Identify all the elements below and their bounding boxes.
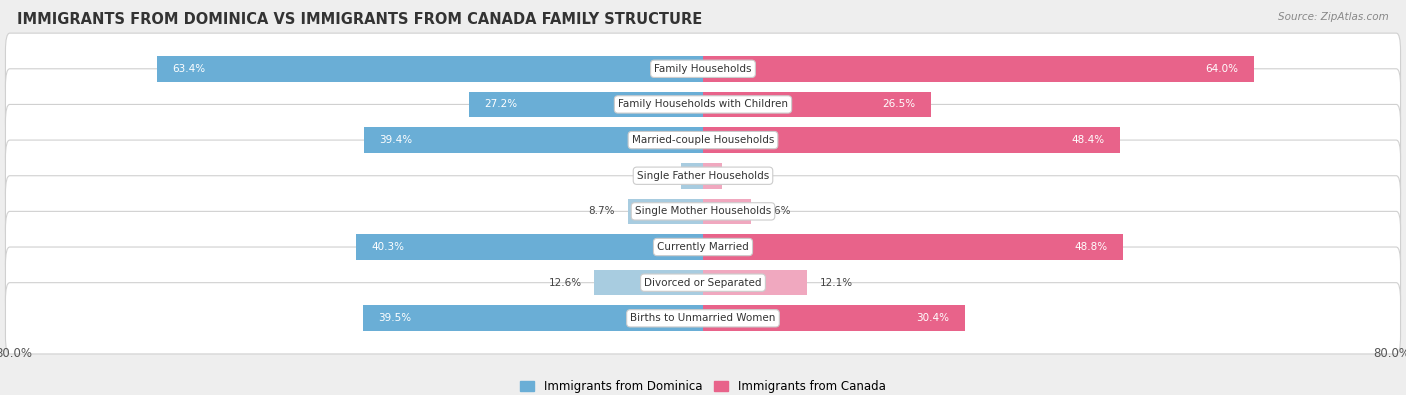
Bar xyxy=(703,305,965,331)
FancyBboxPatch shape xyxy=(6,104,1400,176)
FancyBboxPatch shape xyxy=(6,176,1400,247)
FancyBboxPatch shape xyxy=(6,140,1400,211)
Bar xyxy=(703,92,931,117)
Text: 2.5%: 2.5% xyxy=(643,171,669,181)
Bar xyxy=(703,127,1119,153)
Text: Single Mother Households: Single Mother Households xyxy=(636,206,770,216)
Bar xyxy=(468,92,703,117)
Bar xyxy=(628,199,703,224)
Text: 12.6%: 12.6% xyxy=(548,278,582,288)
Text: Married-couple Households: Married-couple Households xyxy=(631,135,775,145)
Text: 26.5%: 26.5% xyxy=(883,100,915,109)
FancyBboxPatch shape xyxy=(6,69,1400,140)
FancyBboxPatch shape xyxy=(6,33,1400,104)
Bar xyxy=(356,234,703,260)
Bar xyxy=(364,127,703,153)
Bar xyxy=(703,270,807,295)
Text: 12.1%: 12.1% xyxy=(820,278,853,288)
Text: 64.0%: 64.0% xyxy=(1206,64,1239,74)
Text: Single Father Households: Single Father Households xyxy=(637,171,769,181)
Text: Births to Unmarried Women: Births to Unmarried Women xyxy=(630,313,776,324)
Bar xyxy=(703,234,1123,260)
Bar xyxy=(595,270,703,295)
Legend: Immigrants from Dominica, Immigrants from Canada: Immigrants from Dominica, Immigrants fro… xyxy=(516,376,890,395)
Bar xyxy=(703,56,1254,82)
Bar xyxy=(363,305,703,331)
Text: Source: ZipAtlas.com: Source: ZipAtlas.com xyxy=(1278,12,1389,22)
Text: Family Households: Family Households xyxy=(654,64,752,74)
FancyBboxPatch shape xyxy=(6,247,1400,318)
Text: IMMIGRANTS FROM DOMINICA VS IMMIGRANTS FROM CANADA FAMILY STRUCTURE: IMMIGRANTS FROM DOMINICA VS IMMIGRANTS F… xyxy=(17,12,702,27)
Text: 2.2%: 2.2% xyxy=(735,171,762,181)
Bar xyxy=(157,56,703,82)
Text: 5.6%: 5.6% xyxy=(763,206,790,216)
Bar xyxy=(682,163,703,188)
Text: 40.3%: 40.3% xyxy=(371,242,405,252)
FancyBboxPatch shape xyxy=(6,211,1400,283)
Text: 48.8%: 48.8% xyxy=(1074,242,1108,252)
Text: 27.2%: 27.2% xyxy=(484,100,517,109)
Text: Family Households with Children: Family Households with Children xyxy=(619,100,787,109)
Text: 63.4%: 63.4% xyxy=(173,64,205,74)
Text: 30.4%: 30.4% xyxy=(917,313,949,324)
Text: 48.4%: 48.4% xyxy=(1071,135,1104,145)
Bar xyxy=(703,199,751,224)
Text: 39.5%: 39.5% xyxy=(378,313,412,324)
FancyBboxPatch shape xyxy=(6,283,1400,354)
Bar xyxy=(703,163,721,188)
Text: Currently Married: Currently Married xyxy=(657,242,749,252)
Text: 8.7%: 8.7% xyxy=(589,206,616,216)
Text: Divorced or Separated: Divorced or Separated xyxy=(644,278,762,288)
Text: 39.4%: 39.4% xyxy=(380,135,412,145)
